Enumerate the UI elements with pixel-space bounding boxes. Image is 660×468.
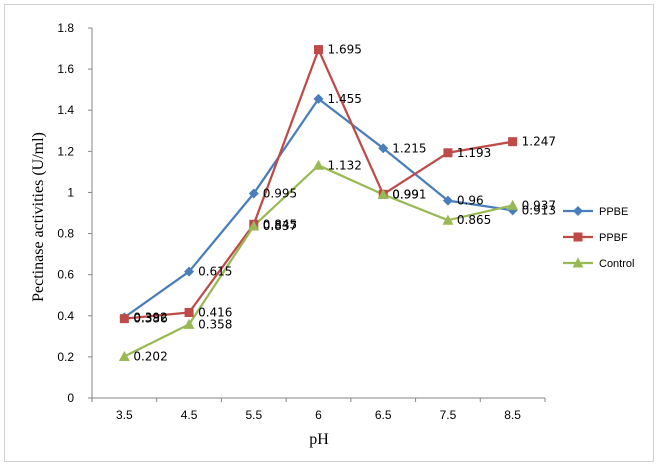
x-tick-label: 7.5 — [440, 408, 457, 422]
point-ppbe — [313, 93, 324, 104]
point-control — [377, 189, 389, 199]
point-ppbf — [443, 148, 453, 158]
point-ppbe — [378, 143, 389, 154]
data-label-ppbf: 0.845 — [263, 217, 297, 231]
point-control — [248, 220, 260, 231]
data-label-ppbf: 1.247 — [522, 135, 556, 149]
y-tick-label: 0.8 — [57, 227, 74, 241]
point-ppbf — [508, 137, 518, 147]
series-line-ppbe — [123, 97, 513, 319]
chart-frame — [4, 4, 654, 462]
legend-label-control: Control — [599, 258, 634, 270]
y-tick-label: 1.4 — [57, 103, 74, 117]
data-label-ppbf: 1.695 — [328, 43, 362, 57]
x-tick-label: 3.5 — [116, 408, 133, 422]
point-ppbe — [248, 188, 259, 199]
point-control — [183, 318, 195, 329]
y-tick-label: 1.2 — [57, 144, 74, 158]
y-tick-label: 1.6 — [57, 62, 74, 76]
legend-label-ppbe: PPBE — [599, 206, 628, 218]
point-ppbf — [184, 307, 194, 317]
y-tick-label: 0.4 — [57, 309, 74, 323]
point-ppbe — [442, 195, 453, 206]
point-control — [313, 159, 324, 170]
legend: PPBE PPBF Control — [563, 206, 634, 270]
data-label-control: 0.937 — [522, 198, 556, 212]
legend-label-ppbf: PPBF — [599, 232, 628, 244]
x-tick-label: 6 — [315, 408, 322, 422]
y-tick-label: 0 — [67, 391, 74, 405]
y-axis-title: Pectinase activities (U/ml) — [30, 132, 47, 302]
data-labels: 0.392 0.615 0.995 1.455 1.215 0.96 0.913 0.386 0… — [133, 43, 556, 364]
series-line-ppbf — [124, 48, 513, 320]
point-ppbe — [184, 266, 195, 277]
data-label-ppbf: 1.193 — [457, 146, 491, 160]
axes — [88, 27, 546, 402]
legend-marker-control — [572, 257, 584, 268]
data-label-ppbf: 0.991 — [392, 187, 426, 201]
point-ppbf — [119, 314, 129, 324]
data-label-control: 0.202 — [133, 349, 167, 363]
x-tick-label: 5.5 — [245, 408, 262, 422]
x-tick-label: 4.5 — [181, 408, 198, 422]
data-label-ppbe: 0.392 — [133, 310, 167, 324]
y-tick-labels: 0 0.2 0.4 0.6 0.8 1 1.2 1.4 1.6 1.8 — [57, 21, 74, 405]
point-control — [442, 214, 454, 225]
data-label-ppbe: 0.615 — [198, 265, 232, 279]
data-label-ppbf: 0.416 — [198, 305, 232, 319]
y-tick-label: 1 — [67, 185, 74, 199]
data-label-control: 1.132 — [328, 158, 362, 172]
legend-marker-ppbf — [573, 232, 583, 242]
y-tick-label: 0.6 — [57, 268, 74, 282]
data-label-ppbe: 0.96 — [457, 194, 484, 208]
data-label-ppbe: 0.995 — [263, 186, 297, 200]
x-tick-label: 8.5 — [504, 408, 521, 422]
x-tick-label: 6.5 — [375, 408, 392, 422]
series-line-control — [123, 164, 513, 358]
data-label-ppbe: 1.215 — [392, 141, 426, 155]
x-axis-title: pH — [309, 431, 329, 448]
data-label-control: 0.99 — [392, 188, 419, 202]
point-ppbf — [314, 45, 323, 55]
data-label-ppbf: 0.386 — [133, 312, 167, 326]
data-label-control: 0.865 — [457, 213, 491, 227]
data-label-control: 0.837 — [263, 219, 297, 233]
legend-marker-ppbe — [573, 206, 583, 216]
data-label-control: 0.358 — [198, 317, 232, 331]
point-control — [118, 350, 130, 361]
data-label-ppbe: 1.455 — [328, 92, 362, 106]
point-control — [507, 199, 519, 210]
y-tick-label: 0.2 — [57, 350, 74, 364]
series-markers — [118, 45, 519, 361]
x-tick-labels: 3.5 4.5 5.5 6 6.5 7.5 8.5 — [116, 408, 521, 422]
data-label-ppbe: 0.913 — [522, 203, 556, 217]
y-tick-label: 1.8 — [57, 21, 74, 35]
